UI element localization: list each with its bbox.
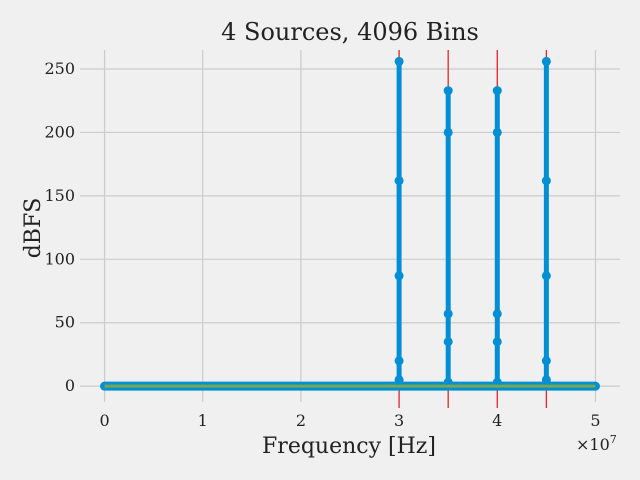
y-tick-label: 100 [44,249,75,268]
stem-point [541,356,551,366]
stem-point [394,56,404,66]
x-tick-label: 2 [296,411,306,430]
stem-point [492,127,502,137]
x-axis-label: Frequency [Hz] [262,434,436,459]
stem-point [443,337,453,347]
x-tick-label: 5 [590,411,600,430]
stem-series [394,56,551,387]
stem-point [541,56,551,66]
x-tick-label: 3 [394,411,404,430]
stem-point [394,356,404,366]
y-tick-label: 250 [44,59,75,78]
x-tick-label: 0 [99,411,109,430]
stem-point [443,86,453,96]
y-tick-label: 200 [44,122,75,141]
grid [80,50,620,402]
y-tick-label: 150 [44,186,75,205]
stem-point [394,271,404,281]
stem-point [492,337,502,347]
stem-point [492,309,502,319]
stem-point [394,176,404,186]
stem-point [541,271,551,281]
stem-point [492,86,502,96]
chart-title: 4 Sources, 4096 Bins [221,18,479,46]
y-tick-label: 50 [55,313,75,332]
x-tick-label: 4 [492,411,502,430]
stem-point [443,127,453,137]
x-offset-base: ×10 [576,435,610,454]
stem-point [541,176,551,186]
x-offset-exponent: 7 [610,433,617,446]
y-tick-label: 0 [65,376,75,395]
x-tick-label: 1 [198,411,208,430]
y-axis-label: dBFS [21,198,46,259]
stem-point [443,309,453,319]
source-markers [398,50,548,408]
x-axis-offset-label: ×107 [576,433,617,454]
